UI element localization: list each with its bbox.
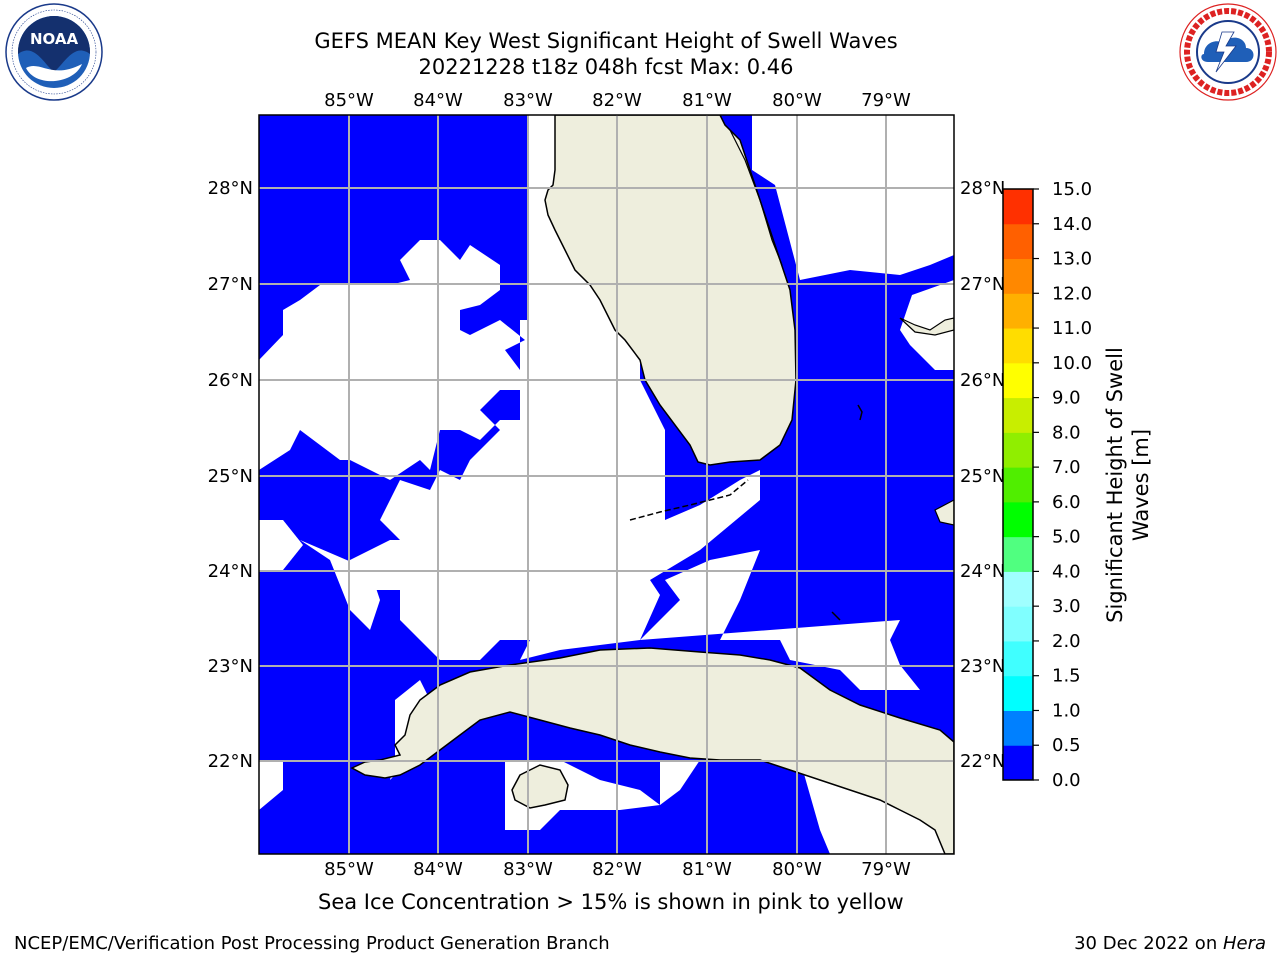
colorbar-tick-label: 12.0 (1052, 283, 1092, 304)
colorbar-tick-label: 1.0 (1052, 700, 1081, 721)
colorbar-segment (1003, 745, 1033, 781)
lon-tick-top: 84°W (413, 90, 463, 111)
lon-tick-bottom: 79°W (861, 859, 911, 880)
colorbar-tick-label: 11.0 (1052, 318, 1092, 339)
colorbar-segment (1003, 501, 1033, 538)
lon-tick-bottom: 84°W (413, 859, 463, 880)
colorbar-tick-label: 14.0 (1052, 214, 1092, 235)
colorbar-segment (1003, 675, 1033, 711)
lon-tick-top: 80°W (772, 90, 822, 111)
footer-date-text: 30 Dec 2022 on (1074, 933, 1223, 954)
footer-date: 30 Dec 2022 on Hera (1074, 933, 1266, 954)
colorbar-tick-label: 13.0 (1052, 249, 1092, 270)
chart-subtitle: 20221228 t18z 048h fcst Max: 0.46 (418, 55, 794, 79)
lat-tick-right: 24°N (960, 561, 1005, 582)
noaa-logo: NOAA (5, 3, 103, 101)
colorbar-tick-label: 5.0 (1052, 527, 1081, 548)
colorbar-segment (1003, 189, 1033, 225)
colorbar-tick-label: 6.0 (1052, 492, 1081, 513)
lon-tick-bottom: 82°W (592, 859, 642, 880)
lat-tick-left: 28°N (208, 178, 253, 199)
footer-branch: NCEP/EMC/Verification Post Processing Pr… (14, 933, 610, 954)
colorbar-segment (1003, 432, 1033, 468)
colorbar-frame (1002, 188, 1034, 781)
lat-tick-left: 22°N (208, 751, 253, 772)
colorbar-segment (1003, 710, 1033, 746)
nws-logo (1179, 3, 1277, 101)
lon-tick-top: 79°W (861, 90, 911, 111)
colorbar-tick-label: 8.0 (1052, 422, 1081, 443)
colorbar-segment (1003, 571, 1033, 607)
colorbar-label-line2: Waves [m] (1129, 429, 1153, 541)
lat-tick-right: 27°N (960, 274, 1005, 295)
lon-tick-top: 83°W (503, 90, 553, 111)
lon-tick-bottom: 85°W (324, 859, 374, 880)
lon-tick-bottom: 80°W (772, 859, 822, 880)
colorbar-tick-label: 10.0 (1052, 353, 1092, 374)
colorbar-tick-label: 9.0 (1052, 388, 1081, 409)
colorbar-tick-label: 0.0 (1052, 770, 1081, 791)
lat-tick-left: 27°N (208, 274, 253, 295)
lon-tick-bottom: 83°W (503, 859, 553, 880)
lat-tick-right: 25°N (960, 466, 1005, 487)
colorbar-tick-label: 1.5 (1052, 666, 1081, 687)
colorbar-segment (1003, 258, 1033, 294)
lat-tick-right: 23°N (960, 656, 1005, 677)
chart-title: GEFS MEAN Key West Significant Height of… (314, 29, 898, 53)
lon-tick-top: 81°W (682, 90, 732, 111)
colorbar-tick-label: 15.0 (1052, 179, 1092, 200)
lat-tick-left: 24°N (208, 561, 253, 582)
colorbar-tick-label: 2.0 (1052, 631, 1081, 652)
colorbar-segment (1003, 397, 1033, 433)
colorbar-segment (1003, 606, 1033, 642)
colorbar-tick-label: 0.5 (1052, 735, 1081, 756)
colorbar-segment (1003, 223, 1033, 260)
colorbar-segment (1003, 328, 1033, 364)
colorbar-segment (1003, 467, 1033, 503)
colorbar-segment (1003, 362, 1033, 399)
cuba-land (350, 647, 954, 854)
florida-keys (629, 479, 749, 521)
map-area (259, 115, 954, 854)
colorbar-segment (1003, 536, 1033, 572)
colorbar-segment (1003, 293, 1033, 329)
footer-host: Hera (1222, 933, 1266, 954)
bahamas-land (899, 317, 954, 336)
isla-juventud-land (511, 764, 569, 809)
map-frame (258, 114, 955, 855)
noaa-logo-text: NOAA (30, 30, 79, 48)
lat-tick-left: 25°N (208, 466, 253, 487)
colorbar-tick-label: 7.0 (1052, 457, 1081, 478)
colorbar-label-line1: Significant Height of Swell (1103, 347, 1127, 623)
lat-tick-left: 23°N (208, 656, 253, 677)
colorbar-tick-label: 4.0 (1052, 561, 1081, 582)
lon-tick-top: 82°W (592, 90, 642, 111)
graticule (259, 115, 954, 854)
lat-tick-right: 26°N (960, 370, 1005, 391)
lat-tick-right: 22°N (960, 751, 1005, 772)
lon-tick-bottom: 81°W (682, 859, 732, 880)
colorbar: 0.0 0.5 1.0 1.5 2.0 3.0 4.0 5.0 6.0 7.0 8.0 9.0 10.0… (1002, 179, 1092, 791)
lon-tick-top: 85°W (324, 90, 374, 111)
colorbar-segment (1003, 640, 1033, 677)
colorbar-tick-label: 3.0 (1052, 596, 1081, 617)
sea-ice-caption: Sea Ice Concentration > 15% is shown in … (318, 890, 904, 914)
axis-tick-labels: 85°W 85°W 84°W 84°W 83°W 83°W 82°W 82°W 81°W 81°W… (208, 90, 1006, 880)
lat-tick-right: 28°N (960, 178, 1005, 199)
lat-tick-left: 26°N (208, 370, 253, 391)
